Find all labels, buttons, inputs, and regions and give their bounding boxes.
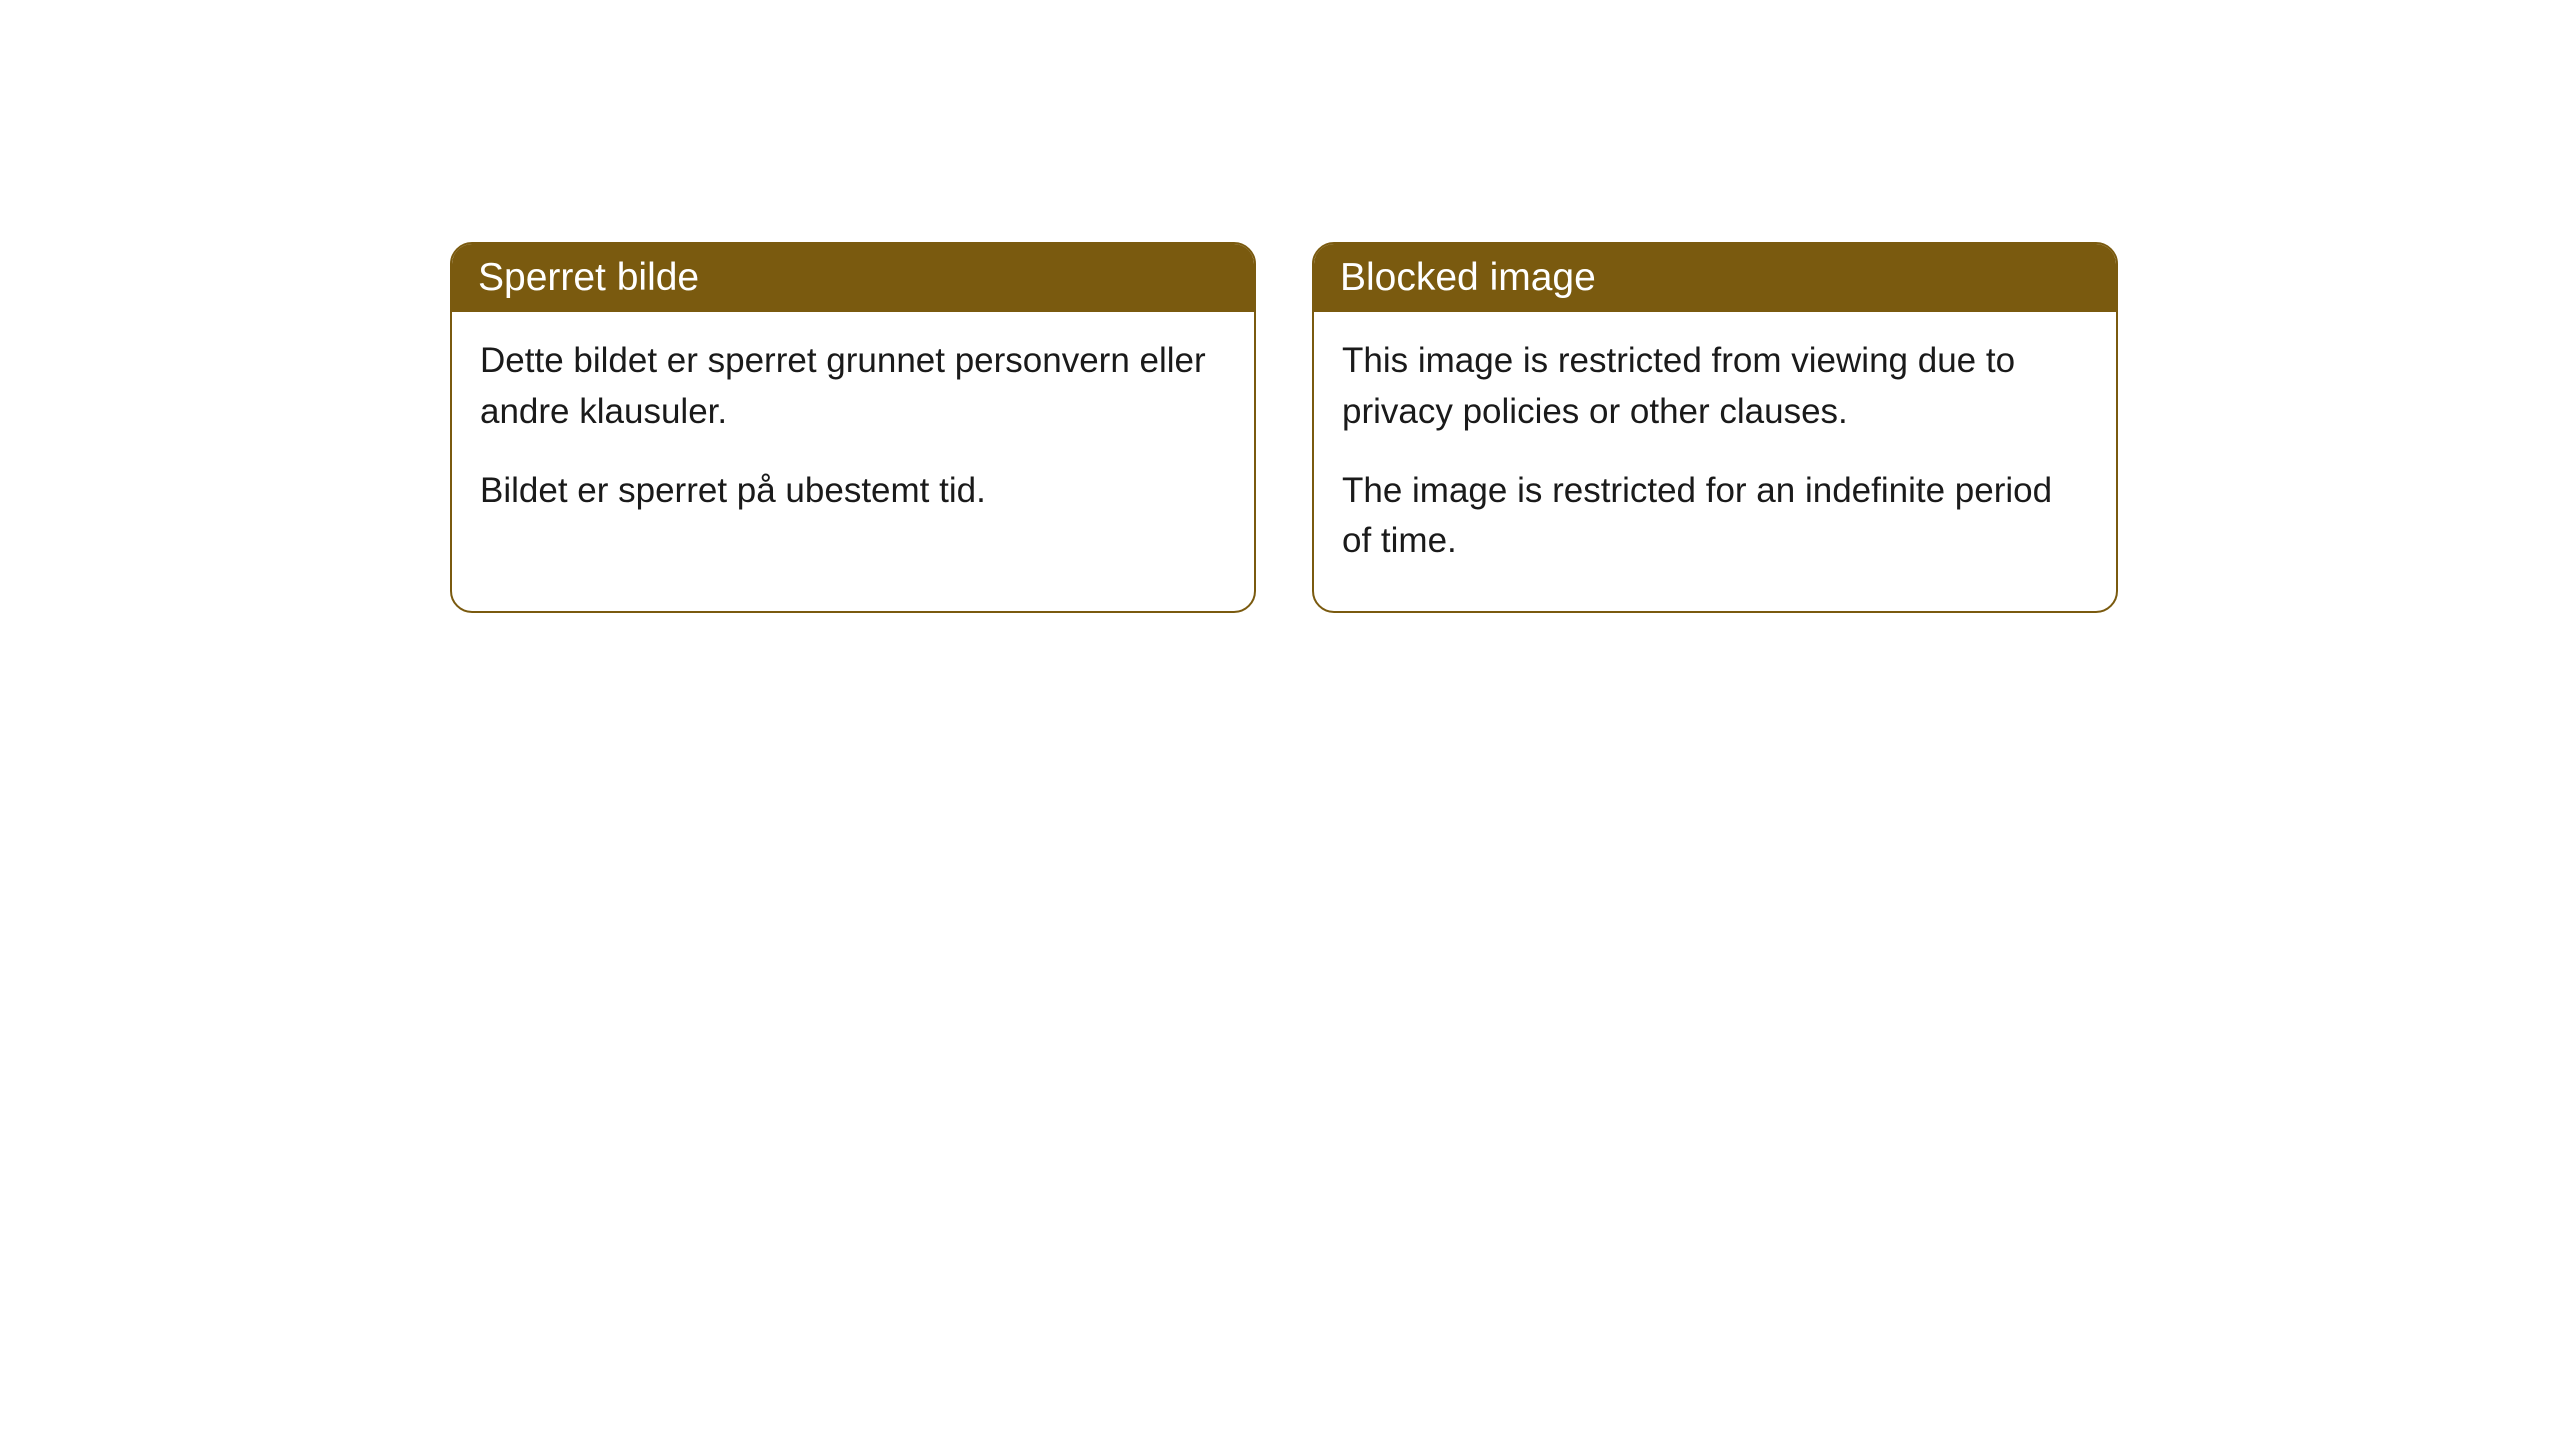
card-body: Dette bildet er sperret grunnet personve…	[452, 312, 1254, 560]
card-header-title: Sperret bilde	[452, 244, 1254, 312]
card-body-text-1: Dette bildet er sperret grunnet personve…	[480, 336, 1226, 438]
blocked-image-card-no: Sperret bilde Dette bildet er sperret gr…	[450, 242, 1256, 613]
notice-cards-container: Sperret bilde Dette bildet er sperret gr…	[450, 242, 2118, 613]
card-header-title: Blocked image	[1314, 244, 2116, 312]
card-body-text-2: The image is restricted for an indefinit…	[1342, 466, 2088, 568]
card-body: This image is restricted from viewing du…	[1314, 312, 2116, 611]
card-body-text-2: Bildet er sperret på ubestemt tid.	[480, 466, 1226, 517]
card-body-text-1: This image is restricted from viewing du…	[1342, 336, 2088, 438]
blocked-image-card-en: Blocked image This image is restricted f…	[1312, 242, 2118, 613]
